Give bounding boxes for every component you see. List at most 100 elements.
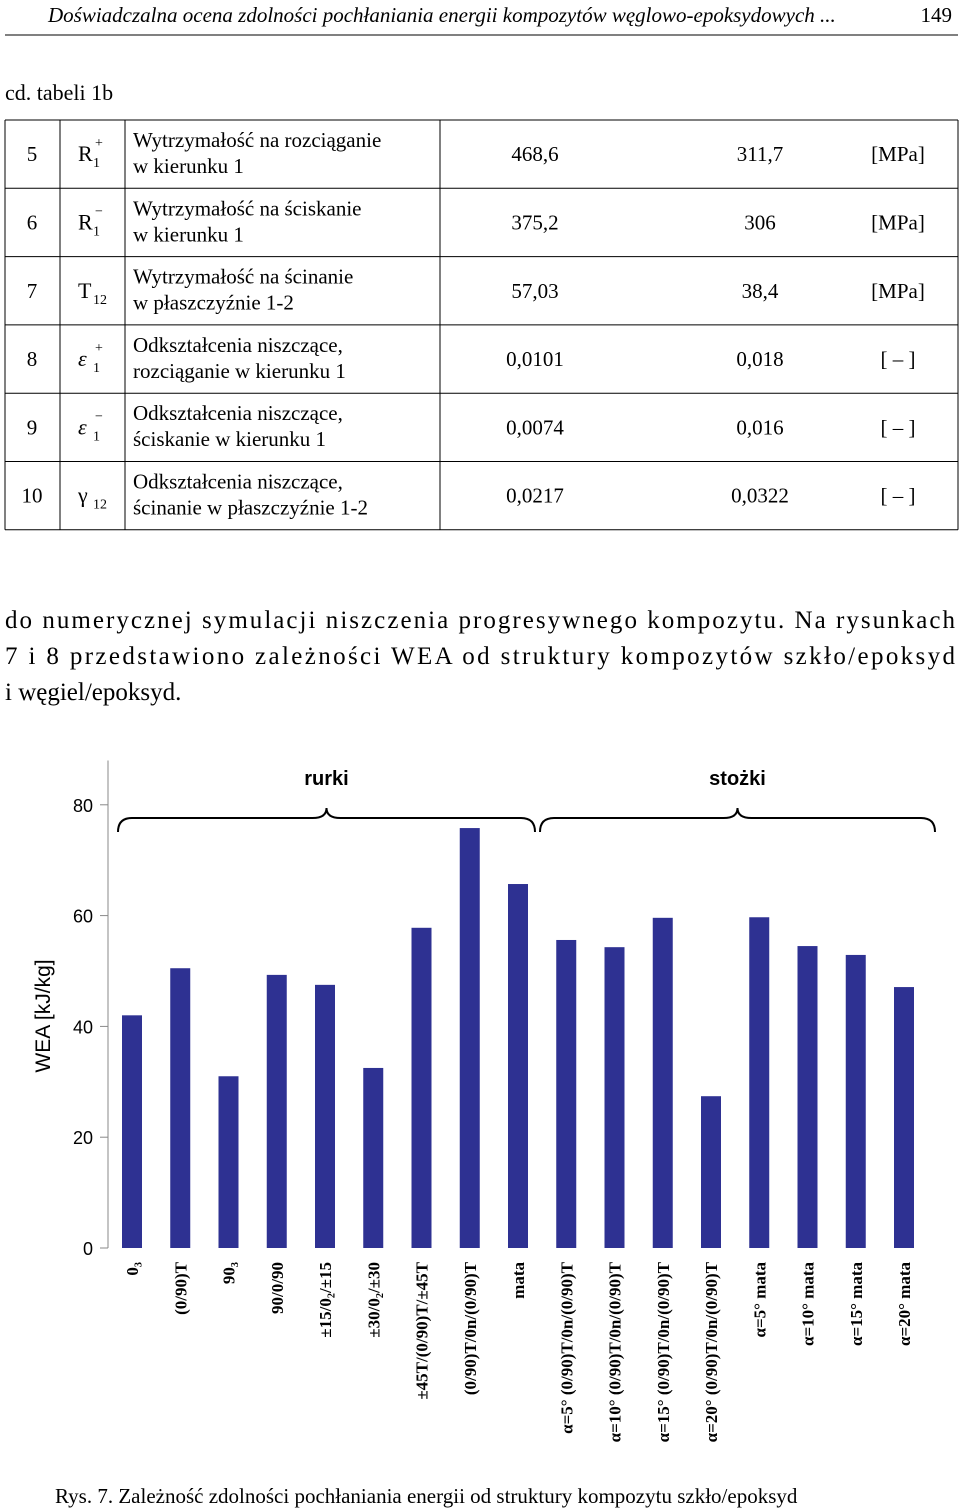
description: Odkształcenia niszczące, (133, 333, 343, 357)
unit: [ – ] (881, 347, 916, 371)
bar (604, 947, 625, 1248)
row-number: 10 (22, 484, 43, 508)
description: Odkształcenia niszczące, (133, 401, 343, 425)
symbol: R (78, 209, 93, 234)
value: 38,4 (742, 279, 779, 303)
description: ściskanie w kierunku 1 (133, 427, 326, 451)
bar (363, 1067, 384, 1248)
group-label: rurki (304, 768, 348, 790)
bar (315, 984, 335, 1248)
x-tick-label: α=10° (0/90)T/0n/(0/90)T (606, 1261, 625, 1442)
bar (411, 927, 432, 1248)
bar (749, 917, 770, 1248)
symbol: R (78, 141, 93, 166)
symbol-sup: − (95, 409, 103, 424)
unit: [ – ] (881, 484, 916, 508)
description: Wytrzymałość na ściskanie (133, 196, 362, 220)
x-tick-label: α=15° (0/90)T/0n/(0/90)T (654, 1261, 673, 1442)
x-tick-label: α=20° mata (895, 1262, 914, 1347)
x-tick-label: 90/0/90 (268, 1262, 287, 1314)
symbol: γ (77, 483, 88, 508)
value: 375,2 (511, 210, 558, 234)
row-number: 9 (27, 415, 38, 439)
description: w kierunku 1 (133, 222, 244, 246)
symbol: ε (78, 414, 87, 439)
unit: [MPa] (871, 279, 925, 303)
x-tick-label: α=5° mata (750, 1262, 769, 1338)
bar (266, 974, 287, 1248)
description: w płaszczyźnie 1-2 (133, 291, 294, 315)
symbol: T (78, 278, 92, 303)
bar (122, 1015, 142, 1248)
symbol-sub: 1 (93, 361, 100, 376)
unit: [MPa] (871, 210, 925, 234)
paragraph-line: 7 i 8 przedstawiono zależności WEA od st… (5, 643, 956, 670)
symbol: ε (78, 346, 87, 371)
value: 0,0217 (506, 484, 564, 508)
brace (117, 807, 536, 833)
row-number: 5 (27, 142, 38, 166)
description: ścinanie w płaszczyźnie 1-2 (133, 496, 368, 520)
description: Odkształcenia niszczące, (133, 470, 343, 494)
bar (845, 954, 866, 1248)
page-number: 149 (921, 3, 953, 27)
running-title: Doświadczalna ocena zdolności pochłanian… (47, 3, 836, 27)
symbol-sup: − (95, 204, 103, 219)
y-tick-label: 0 (83, 1239, 93, 1259)
bar (459, 828, 480, 1248)
figure-caption: Rys. 7. Zależność zdolności pochłaniania… (55, 1484, 798, 1508)
x-tick-label: α=20° (0/90)T/0n/(0/90)T (702, 1261, 721, 1442)
unit: [ – ] (881, 415, 916, 439)
x-tick-label: α=15° mata (847, 1262, 866, 1347)
description: Wytrzymałość na ścinanie (133, 265, 353, 289)
value: 57,03 (511, 279, 558, 303)
symbol-sub: 1 (93, 429, 100, 444)
y-tick-label: 20 (73, 1128, 93, 1148)
x-tick-label: ±30/0₂/±30 (364, 1262, 383, 1338)
symbol-sub: 12 (93, 498, 107, 513)
value: 0,018 (736, 347, 783, 371)
description: Wytrzymałość na rozciąganie (133, 128, 381, 152)
paragraph-line: do numerycznej symulacji niszczenia prog… (5, 607, 956, 634)
y-axis-label: WEA [kJ/kg] (32, 959, 55, 1072)
value: 468,6 (511, 142, 558, 166)
symbol-sub: 1 (93, 156, 100, 171)
value: 306 (744, 210, 776, 234)
value: 311,7 (737, 142, 783, 166)
symbol-sup: + (95, 341, 103, 356)
y-tick-label: 80 (73, 796, 93, 816)
symbol-sub: 1 (93, 224, 100, 239)
x-tick-label: α=5° (0/90)T/0n/(0/90)T (557, 1261, 576, 1434)
x-tick-label: α=10° mata (799, 1262, 818, 1347)
bar (797, 946, 818, 1248)
value: 0,016 (736, 415, 783, 439)
x-tick-label: 0₃ (123, 1262, 142, 1276)
x-tick-label: (0/90)T (171, 1261, 190, 1315)
row-number: 7 (27, 279, 38, 303)
bar (556, 939, 577, 1248)
x-tick-label: 90₃ (220, 1262, 239, 1284)
paragraph-line: i węgiel/epoksyd. (5, 679, 181, 706)
bar (170, 968, 191, 1248)
bar (894, 987, 914, 1248)
y-tick-label: 40 (73, 1017, 93, 1037)
x-tick-label: mata (509, 1262, 528, 1299)
bar (652, 917, 673, 1248)
value: 0,0322 (731, 484, 789, 508)
x-tick-label: ±45T/(0/90)T/±45T (413, 1261, 432, 1399)
row-number: 6 (27, 210, 38, 234)
symbol-sub: 12 (93, 293, 107, 308)
row-number: 8 (27, 347, 38, 371)
table-caption: cd. tabeli 1b (5, 80, 113, 105)
group-label: stożki (709, 768, 766, 790)
value: 0,0074 (506, 415, 564, 439)
y-tick-label: 60 (73, 907, 93, 927)
x-tick-label: ±15/0₂/±15 (316, 1262, 335, 1338)
bar (701, 1096, 721, 1248)
description: w kierunku 1 (133, 154, 244, 178)
symbol-sup: + (95, 136, 103, 151)
bar (218, 1076, 239, 1248)
brace (539, 807, 936, 833)
value: 0,0101 (506, 347, 564, 371)
